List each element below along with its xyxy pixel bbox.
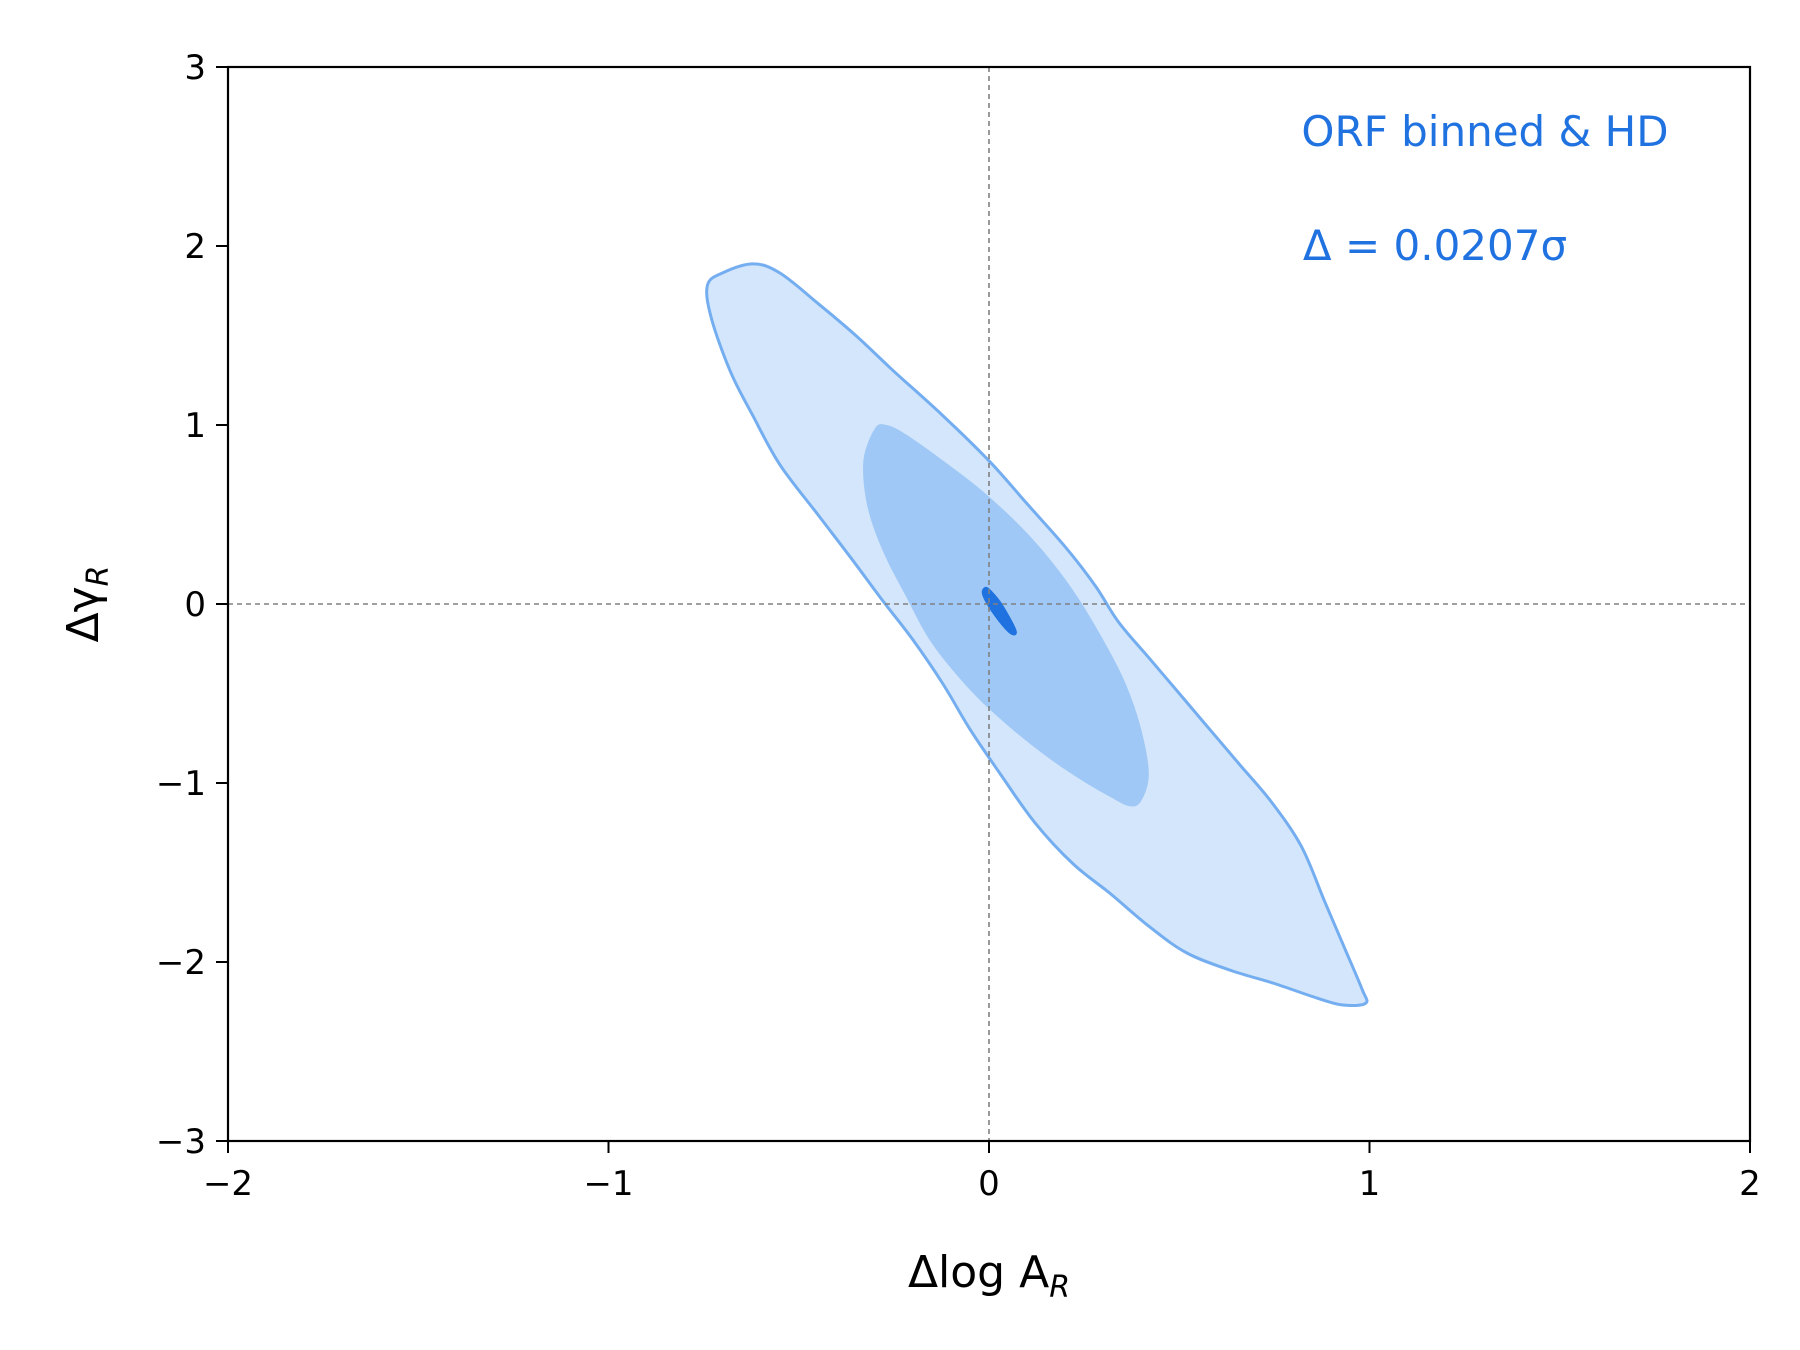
x-axis-label: Δlog AR — [908, 1247, 1070, 1305]
contour-layer — [705, 262, 1369, 1008]
y-tick-label: 2 — [184, 227, 206, 267]
y-tick-label: −1 — [156, 764, 206, 804]
y-tick-label: 1 — [184, 406, 206, 446]
y-axis-label-main: Δγ — [58, 586, 109, 642]
tension-annotation: Δ = 0.0207σ — [1303, 221, 1567, 270]
y-axis-label: ΔγR — [58, 566, 116, 643]
y-tick-label: −2 — [156, 943, 206, 983]
y-axis-ticks: −3 −2 −1 0 1 2 3 — [156, 48, 228, 1162]
x-axis-label-subscript: R — [1049, 1270, 1070, 1305]
x-tick-label: 2 — [1739, 1164, 1761, 1204]
x-axis-label-main: Δlog A — [908, 1247, 1049, 1298]
x-tick-label: 0 — [978, 1164, 1000, 1204]
x-axis-ticks: −2 −1 0 1 2 — [203, 1141, 1761, 1204]
y-axis-label-subscript: R — [81, 566, 116, 587]
x-tick-label: 1 — [1359, 1164, 1381, 1204]
legend-annotation: ORF binned & HD — [1301, 107, 1668, 156]
x-tick-label: −1 — [583, 1164, 633, 1204]
y-tick-label: 3 — [184, 48, 206, 88]
reference-lines — [228, 67, 1750, 1141]
x-tick-label: −2 — [203, 1164, 253, 1204]
y-tick-label: 0 — [184, 585, 206, 625]
y-tick-label: −3 — [156, 1122, 206, 1162]
contour-center — [981, 586, 1017, 636]
